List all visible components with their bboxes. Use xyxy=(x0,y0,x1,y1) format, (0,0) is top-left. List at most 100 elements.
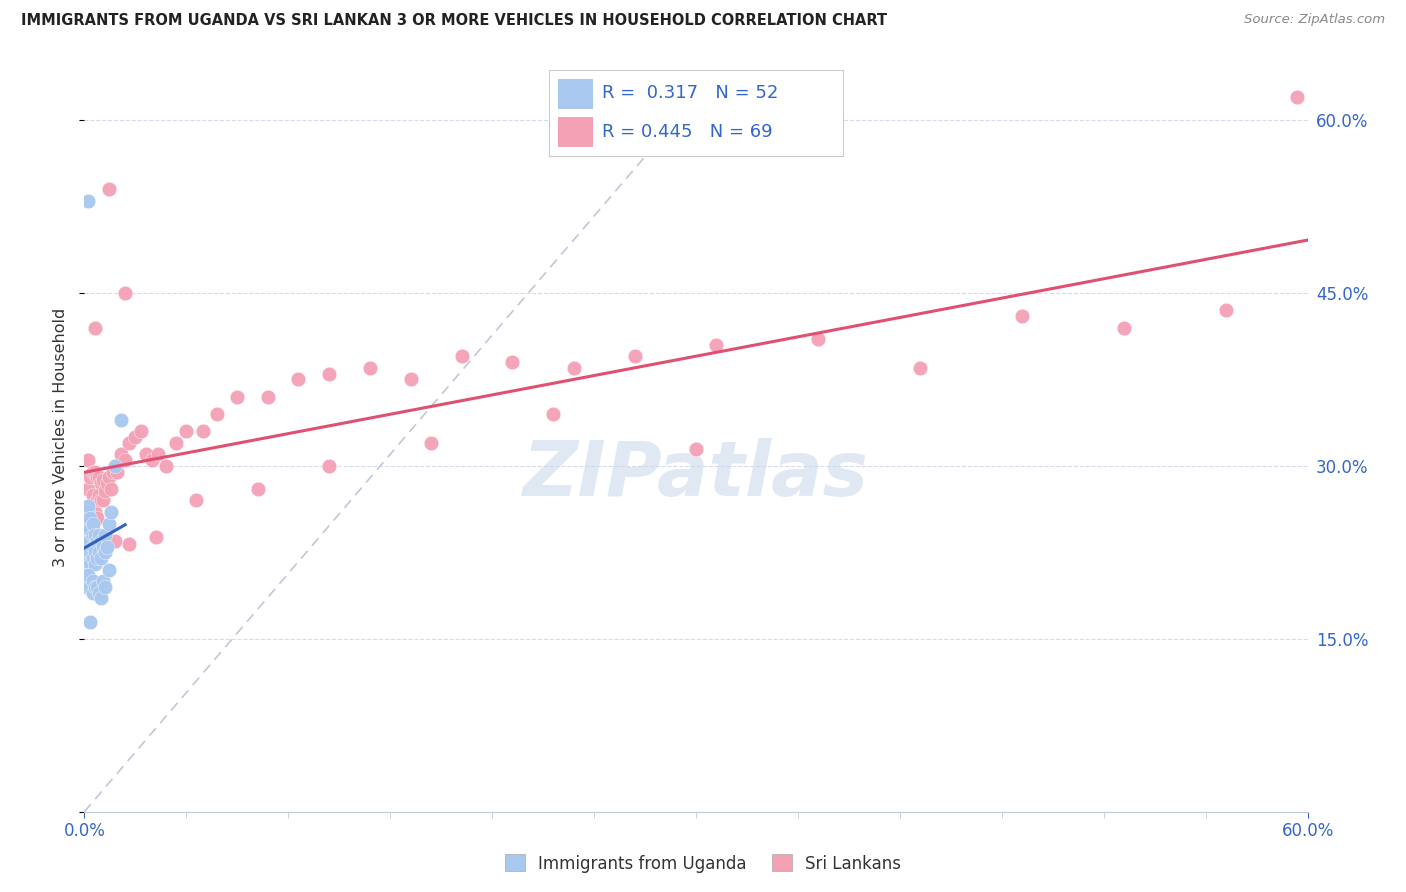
Point xyxy=(77,482,100,496)
Point xyxy=(79,580,101,594)
Point xyxy=(82,585,104,599)
Point xyxy=(83,465,105,479)
Point xyxy=(79,500,101,514)
Point xyxy=(186,493,208,508)
Point xyxy=(83,545,105,559)
Point xyxy=(104,458,127,473)
Point xyxy=(145,530,167,544)
Point xyxy=(450,350,472,364)
Point xyxy=(79,510,101,524)
Point xyxy=(118,435,141,450)
Point xyxy=(1114,320,1136,334)
Point xyxy=(226,390,249,404)
Point xyxy=(79,615,101,629)
Point xyxy=(93,528,115,542)
Point xyxy=(174,425,197,439)
Point xyxy=(165,435,187,450)
Point xyxy=(77,505,100,519)
Point xyxy=(75,505,97,519)
Point xyxy=(90,533,112,548)
Point xyxy=(86,551,108,566)
Text: IMMIGRANTS FROM UGANDA VS SRI LANKAN 3 OR MORE VEHICLES IN HOUSEHOLD CORRELATION: IMMIGRANTS FROM UGANDA VS SRI LANKAN 3 O… xyxy=(21,13,887,29)
Point xyxy=(100,505,122,519)
Point xyxy=(90,591,112,606)
Point xyxy=(82,465,104,479)
Point xyxy=(86,510,108,524)
Point xyxy=(155,458,177,473)
Point xyxy=(83,557,105,571)
Point xyxy=(124,430,146,444)
Point xyxy=(141,453,163,467)
Point xyxy=(82,516,104,531)
Point xyxy=(205,407,228,421)
Point xyxy=(100,482,122,496)
Point xyxy=(77,551,100,566)
Point xyxy=(104,458,127,473)
Point xyxy=(91,473,114,487)
Point xyxy=(1286,90,1309,104)
Point xyxy=(399,372,422,386)
Point xyxy=(93,528,115,542)
Point xyxy=(706,338,728,352)
Point xyxy=(93,484,115,499)
Point xyxy=(75,568,97,582)
Point xyxy=(257,390,280,404)
Point xyxy=(82,551,104,566)
Point xyxy=(110,413,132,427)
Point xyxy=(87,488,110,502)
Point xyxy=(1215,303,1237,318)
Point xyxy=(118,537,141,551)
Point xyxy=(75,516,97,531)
Point xyxy=(77,533,100,548)
Point xyxy=(79,528,101,542)
Point xyxy=(97,470,120,484)
Point xyxy=(502,355,524,369)
Legend: Immigrants from Uganda, Sri Lankans: Immigrants from Uganda, Sri Lankans xyxy=(498,847,908,880)
Point xyxy=(75,505,97,519)
Point xyxy=(79,470,101,484)
Point xyxy=(97,182,120,196)
Point xyxy=(90,551,112,566)
Point xyxy=(91,493,114,508)
Point xyxy=(87,528,110,542)
Point xyxy=(97,516,120,531)
Point xyxy=(96,540,118,554)
Point xyxy=(77,500,100,514)
Point xyxy=(318,458,340,473)
Point xyxy=(101,465,124,479)
Point xyxy=(114,453,136,467)
Point xyxy=(77,580,100,594)
Point xyxy=(562,360,585,375)
Point xyxy=(75,580,97,594)
Point xyxy=(79,545,101,559)
Point xyxy=(685,442,707,456)
Y-axis label: 3 or more Vehicles in Household: 3 or more Vehicles in Household xyxy=(53,308,69,566)
Point xyxy=(87,470,110,484)
Point xyxy=(807,332,830,346)
Point xyxy=(77,194,100,208)
Point xyxy=(93,545,115,559)
Point xyxy=(79,533,101,548)
Point xyxy=(135,447,157,461)
Point xyxy=(86,470,108,484)
Text: Source: ZipAtlas.com: Source: ZipAtlas.com xyxy=(1244,13,1385,27)
Point xyxy=(77,453,100,467)
Point xyxy=(75,522,97,536)
Point xyxy=(97,563,120,577)
Point xyxy=(75,510,97,524)
Point xyxy=(910,360,932,375)
Point xyxy=(86,533,108,548)
Point xyxy=(104,533,127,548)
Point xyxy=(1011,309,1033,323)
Point xyxy=(246,482,269,496)
Point xyxy=(82,528,104,542)
Point xyxy=(83,320,105,334)
Text: ZIPatlas: ZIPatlas xyxy=(523,438,869,511)
Point xyxy=(96,476,118,491)
Point xyxy=(87,585,110,599)
Point xyxy=(77,568,100,582)
Point xyxy=(82,574,104,589)
Point xyxy=(83,528,105,542)
Point xyxy=(86,493,108,508)
Point xyxy=(83,580,105,594)
